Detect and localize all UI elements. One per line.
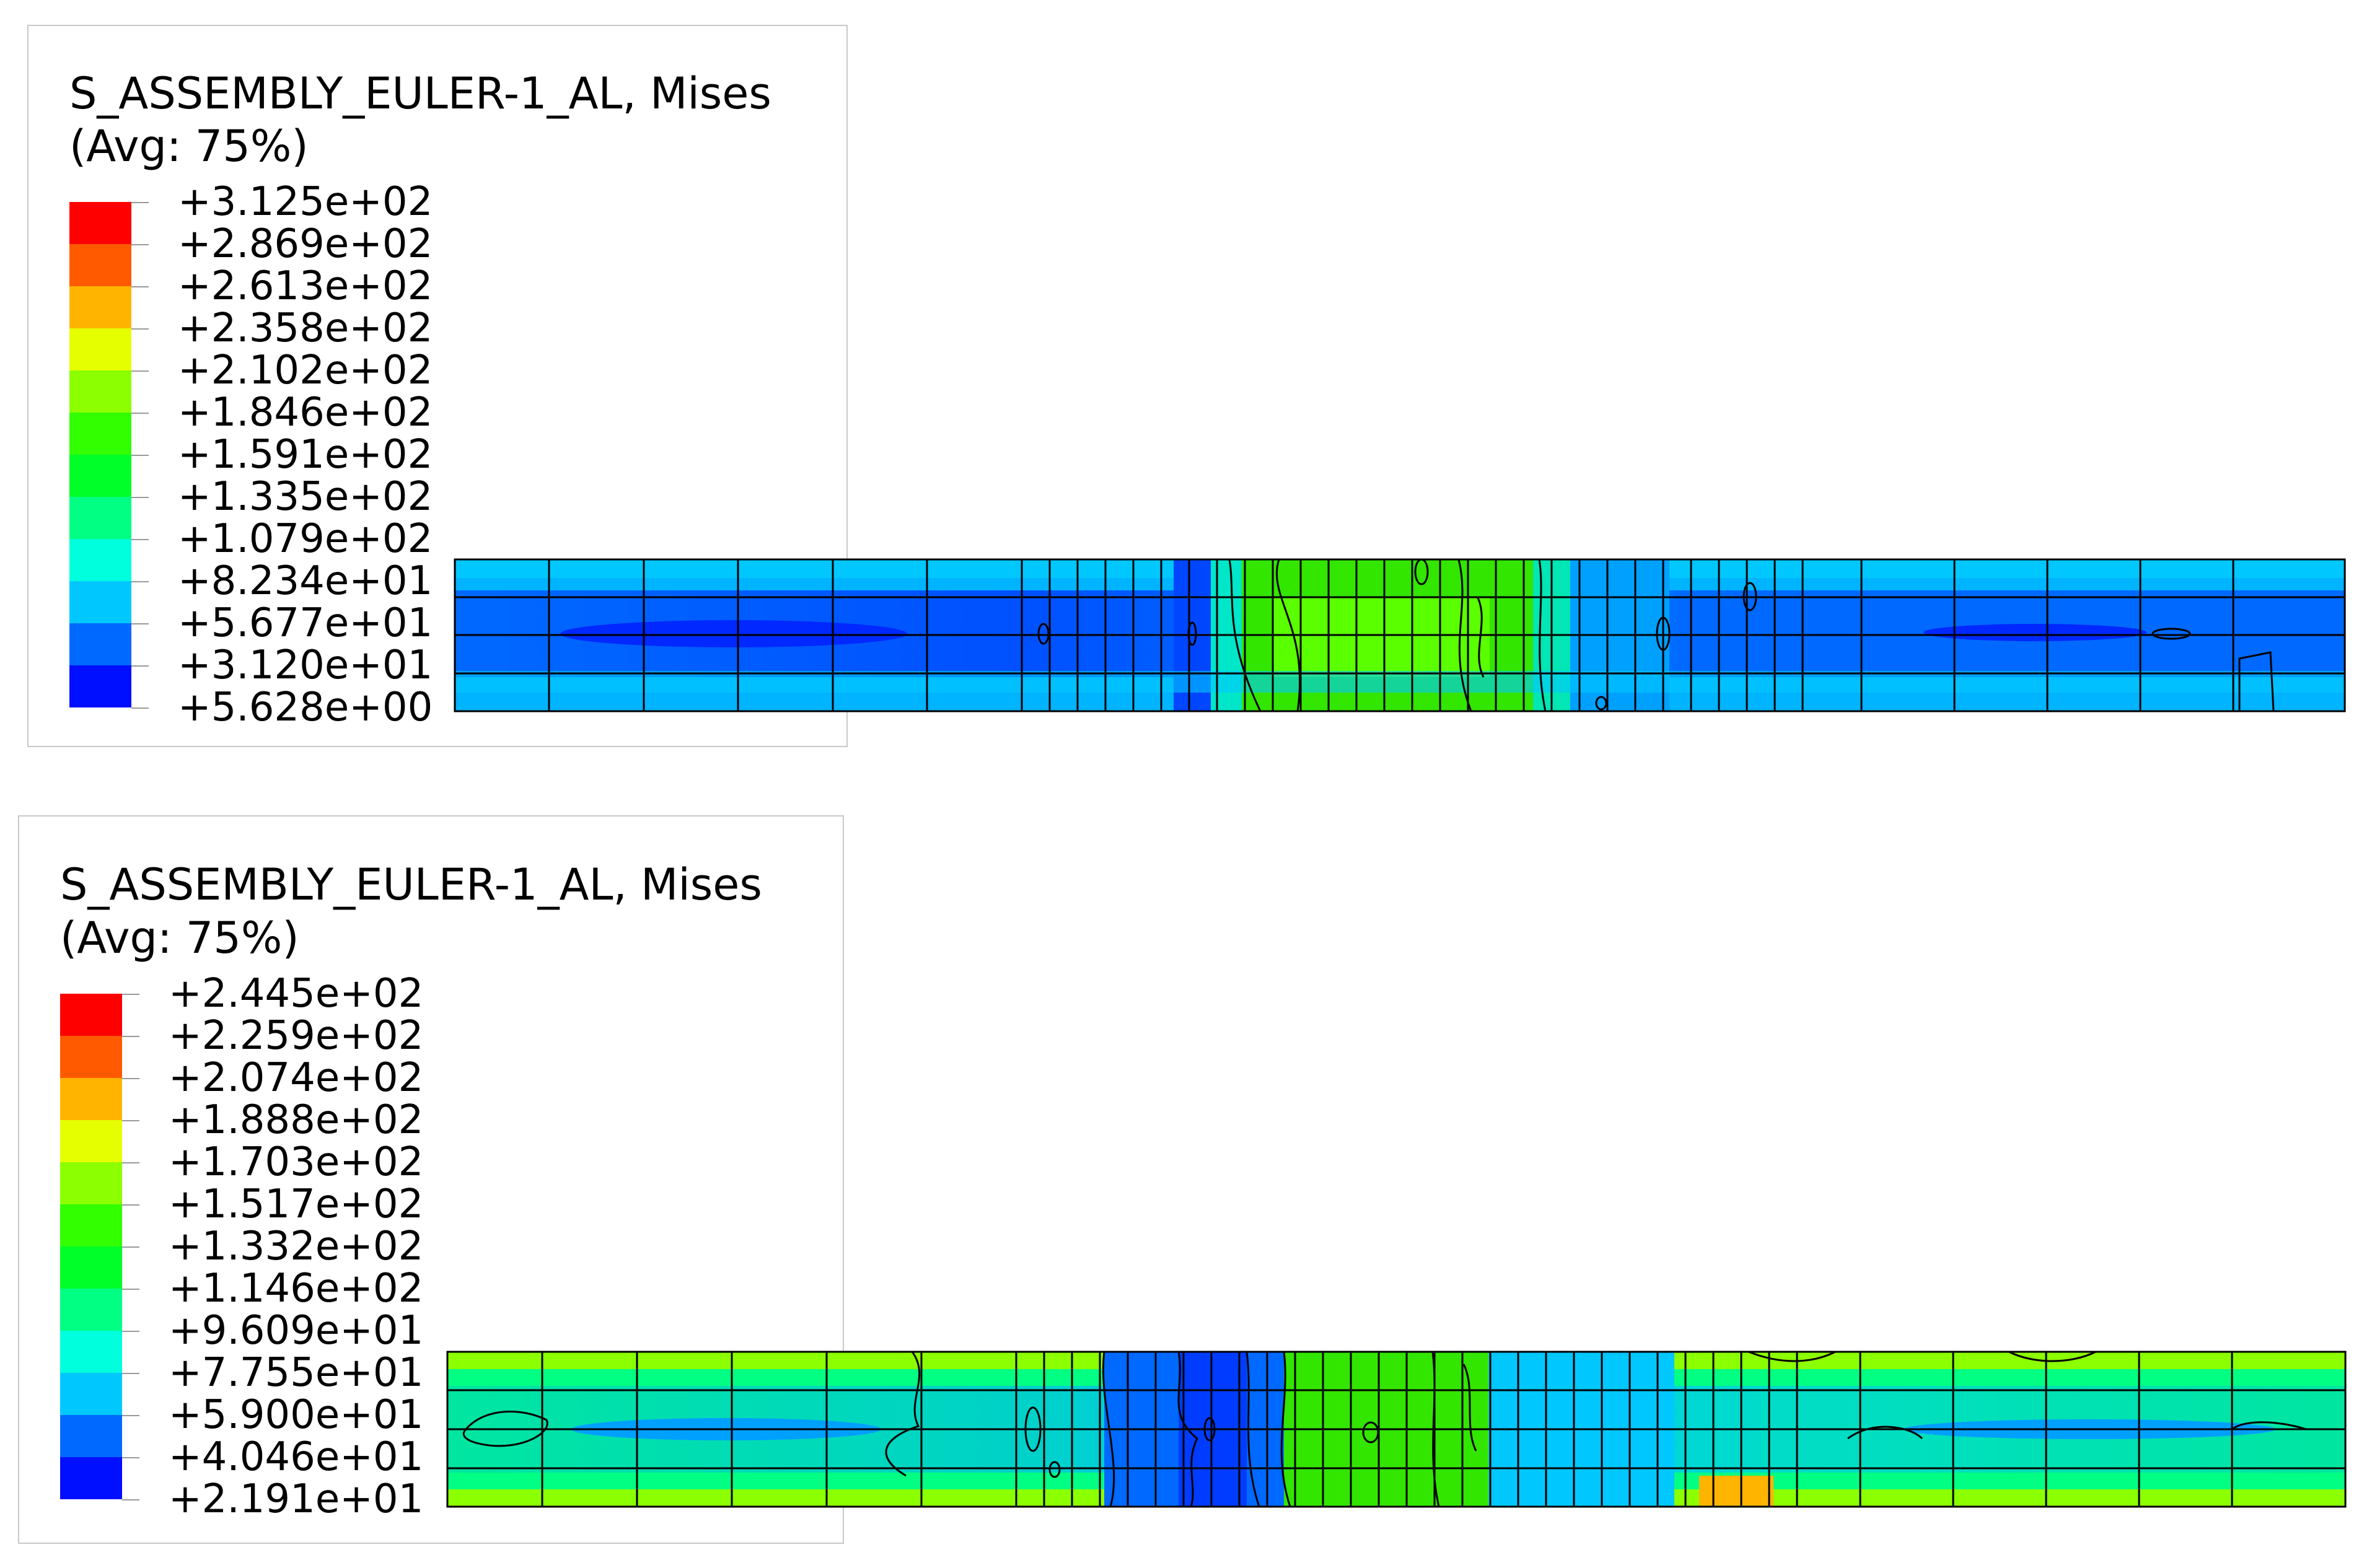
scale-tick [131,581,149,582]
scale-tick [131,623,149,624]
scale-label: +5.900e+01 [169,1392,424,1438]
color-swatch [69,244,131,286]
scale-tick [122,1373,139,1374]
color-swatch [60,1246,122,1289]
scale-label: +2.869e+02 [178,221,433,267]
scale-tick [131,497,149,498]
scale-tick [131,413,149,414]
color-swatch [69,202,131,244]
scale-label: +1.335e+02 [178,474,433,520]
legend-subtitle-1: (Avg: 75%) [69,121,309,172]
scale-tick [122,1078,139,1079]
scale-label: +1.703e+02 [169,1139,424,1185]
scale-tick [122,1204,139,1206]
scale-label: +2.445e+02 [169,971,424,1017]
scale-tick [122,1289,139,1290]
scale-tick [131,539,149,540]
color-swatch [60,1331,122,1373]
stress-contour-mesh-1 [454,558,2346,712]
scale-tick [131,665,149,667]
scale-label: +1.888e+02 [169,1097,424,1143]
scale-tick [131,707,149,709]
color-swatch [69,539,131,581]
legend-title-1: S_ASSEMBLY_EULER-1_AL, Mises [69,68,771,119]
scale-label: +2.358e+02 [178,305,433,351]
scale-label: +5.677e+01 [178,600,433,646]
scale-tick [122,1499,139,1500]
scale-label: +2.074e+02 [169,1055,424,1101]
stress-contour-mesh-2 [446,1351,2347,1508]
color-swatch [69,286,131,328]
scale-label: +1.332e+02 [169,1224,424,1269]
color-swatch [69,370,131,413]
scale-tick [122,994,139,995]
color-swatch [69,581,131,623]
scale-label: +4.046e+01 [169,1434,424,1480]
scale-label: +3.125e+02 [178,179,433,225]
color-swatch [69,665,131,707]
color-swatch [60,1036,122,1078]
scale-tick [131,202,149,203]
scale-tick [122,1457,139,1458]
color-swatch [60,1204,122,1246]
legend-subtitle-2: (Avg: 75%) [60,913,299,963]
color-swatch [60,1120,122,1162]
scale-tick [122,1246,139,1248]
color-swatch [60,1078,122,1120]
scale-tick [131,244,149,245]
scale-label: +1.591e+02 [178,432,433,478]
scale-label: +1.846e+02 [178,390,433,436]
scale-label: +2.102e+02 [178,348,433,393]
color-swatch [60,1457,122,1499]
color-swatch [69,623,131,665]
scale-tick [122,1162,139,1163]
color-swatch [69,455,131,497]
color-swatch [69,413,131,455]
scale-label: +2.613e+02 [178,263,433,309]
scale-label: +2.191e+01 [169,1476,424,1522]
scale-tick [122,1036,139,1037]
color-swatch [60,1415,122,1457]
color-swatch [69,497,131,539]
scale-label: +9.609e+01 [169,1308,424,1354]
scale-label: +1.146e+02 [169,1266,424,1312]
scale-label: +2.259e+02 [169,1013,424,1059]
color-swatch [60,994,122,1036]
color-swatch [60,1373,122,1415]
scale-tick [131,286,149,287]
scale-label: +8.234e+01 [178,558,433,604]
scale-tick [122,1120,139,1121]
scale-tick [122,1415,139,1416]
color-swatch [69,328,131,370]
scale-label: +7.755e+01 [169,1350,424,1396]
color-swatch [60,1289,122,1331]
scale-tick [122,1331,139,1332]
legend-title-2: S_ASSEMBLY_EULER-1_AL, Mises [60,859,762,910]
scale-tick [131,328,149,330]
scale-label: +1.517e+02 [169,1181,424,1227]
scale-label: +5.628e+00 [178,685,433,730]
color-swatch [60,1162,122,1204]
scale-label: +3.120e+01 [178,642,433,688]
scale-label: +1.079e+02 [178,516,433,562]
scale-tick [131,455,149,456]
scale-tick [131,370,149,372]
